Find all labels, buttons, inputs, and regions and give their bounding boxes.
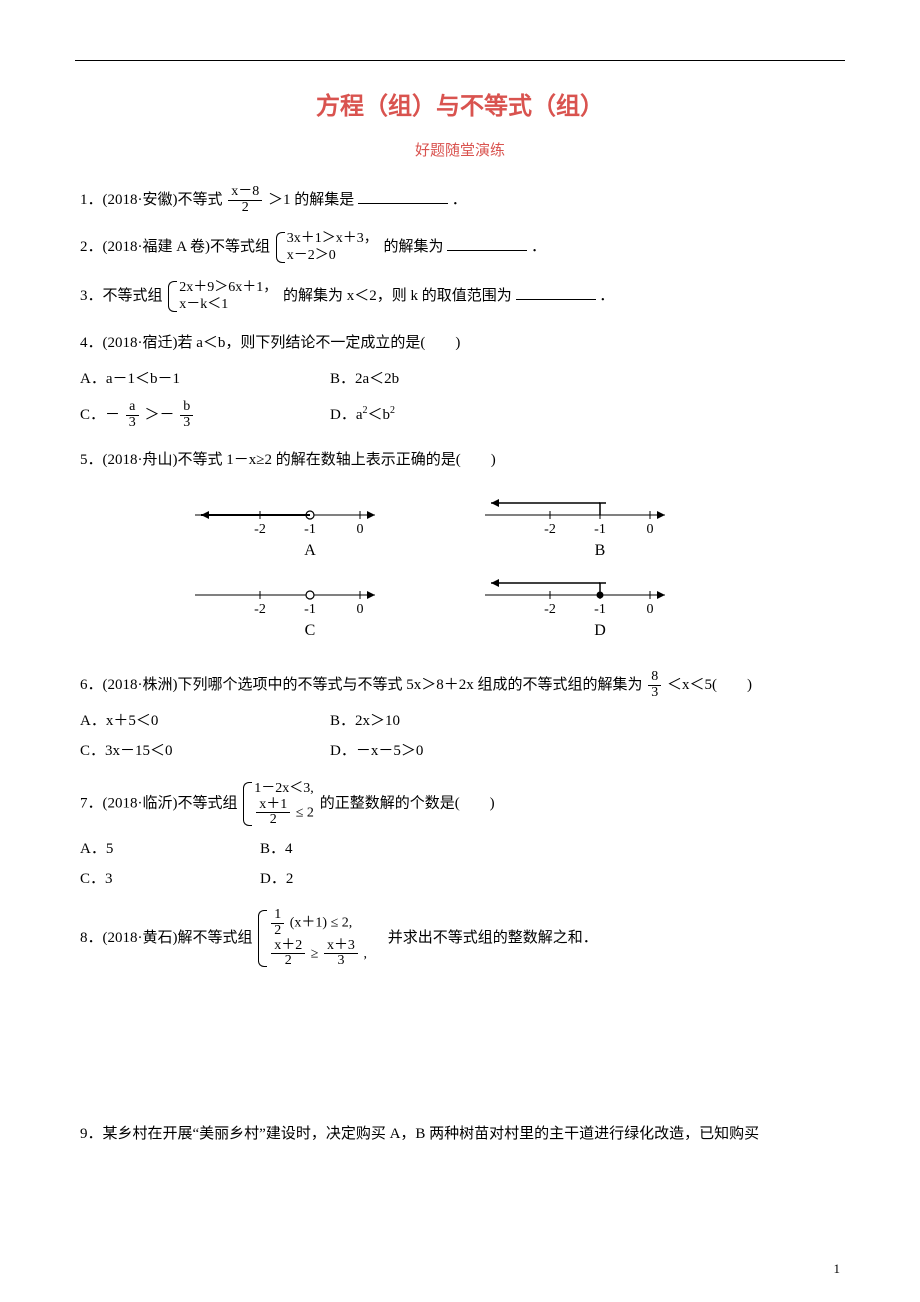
- q7-suffix: 的正整数解的个数是( ): [320, 796, 495, 812]
- q6-prefix: 6．(2018·株洲)下列哪个选项中的不等式与不等式 5x＞8＋2x 组成的不等…: [80, 677, 643, 693]
- svg-text:B: B: [595, 542, 606, 559]
- q5-stem: 5．(2018·舟山)不等式 1－x≥2 的解在数轴上表示正确的是( ): [80, 445, 840, 475]
- q6-choice-C[interactable]: C．3x－15＜0: [80, 736, 330, 766]
- q7-choice-B[interactable]: B．4: [260, 834, 510, 864]
- svg-text:-2: -2: [254, 602, 266, 617]
- page-number: 1: [834, 1261, 841, 1277]
- q7-prefix: 7．(2018·临沂)不等式组: [80, 796, 238, 812]
- q4-choice-C[interactable]: C．－ a3 ＞－ b3: [80, 400, 330, 431]
- question-9: 9．某乡村在开展“美丽乡村”建设时，决定购买 A，B 两种树苗对村里的主干道进行…: [80, 1119, 840, 1149]
- svg-text:-2: -2: [254, 522, 266, 537]
- q4-choice-B[interactable]: B．2a＜2b: [330, 364, 580, 394]
- q7-choice-A[interactable]: A．5: [80, 834, 260, 864]
- svg-text:-1: -1: [594, 522, 606, 537]
- q1-fraction: x－8 2: [228, 185, 262, 215]
- svg-text:0: 0: [647, 522, 654, 537]
- q2-prefix: 2．(2018·福建 A 卷)不等式组: [80, 239, 270, 255]
- q2-end: ．: [531, 239, 546, 255]
- q5-diagram: -2 -1 0 A -2 -1 0 B -2 -1 0 C -2 -1 0 D: [80, 490, 840, 650]
- page-title: 方程（组）与不等式（组）: [80, 86, 840, 121]
- q2-system: 3x＋1＞x＋3， x－2＞0: [276, 230, 378, 265]
- question-3: 3．不等式组 2x＋9＞6x＋1， x－k＜1 的解集为 x＜2，则 k 的取值…: [80, 279, 840, 314]
- q3-prefix: 3．不等式组: [80, 288, 163, 304]
- q4-choice-D[interactable]: D．a2＜b2: [330, 400, 580, 431]
- q7-choice-C[interactable]: C．3: [80, 864, 260, 894]
- svg-text:-1: -1: [594, 602, 606, 617]
- question-7: 7．(2018·临沂)不等式组 1－2x＜3, x＋12 ≤ 2 的正整数解的个…: [80, 780, 840, 894]
- q1-end: ．: [452, 192, 467, 208]
- question-4: 4．(2018·宿迁)若 a＜b，则下列结论不一定成立的是( ) A．a－1＜b…: [80, 328, 840, 431]
- q8-system: 12 (x＋1) ≤ 2, x＋22 ≥ x＋33 ,: [258, 908, 367, 969]
- svg-text:-1: -1: [304, 522, 316, 537]
- q9-text: 9．某乡村在开展“美丽乡村”建设时，决定购买 A，B 两种树苗对村里的主干道进行…: [80, 1126, 759, 1142]
- q4-choice-A[interactable]: A．a－1＜b－1: [80, 364, 330, 394]
- svg-text:0: 0: [357, 522, 364, 537]
- q6-suffix: ＜x＜5( ): [667, 677, 752, 693]
- svg-text:-1: -1: [304, 602, 316, 617]
- q7-system: 1－2x＜3, x＋12 ≤ 2: [243, 780, 314, 828]
- q2-blank[interactable]: [447, 236, 527, 251]
- q6-fraction: 8 3: [648, 670, 661, 700]
- svg-text:A: A: [304, 542, 316, 559]
- q4-stem: 4．(2018·宿迁)若 a＜b，则下列结论不一定成立的是( ): [80, 328, 840, 358]
- svg-text:-2: -2: [544, 602, 556, 617]
- q2-suffix: 的解集为: [384, 239, 444, 255]
- question-6: 6．(2018·株洲)下列哪个选项中的不等式与不等式 5x＞8＋2x 组成的不等…: [80, 670, 840, 767]
- page-subtitle: 好题随堂演练: [80, 139, 840, 160]
- q3-system: 2x＋9＞6x＋1， x－k＜1: [168, 279, 277, 314]
- q6-choice-B[interactable]: B．2x＞10: [330, 706, 580, 736]
- svg-text:0: 0: [357, 602, 364, 617]
- q3-blank[interactable]: [516, 285, 596, 300]
- q3-suffix: 的解集为 x＜2，则 k 的取值范围为: [283, 288, 512, 304]
- question-1: 1．(2018·安徽)不等式 x－8 2 ＞1 的解集是 ．: [80, 185, 840, 216]
- question-8: 8．(2018·黄石)解不等式组 12 (x＋1) ≤ 2, x＋22 ≥ x＋…: [80, 908, 840, 969]
- q8-suffix: 并求出不等式组的整数解之和．: [373, 930, 598, 946]
- q3-end: ．: [599, 288, 614, 304]
- svg-text:0: 0: [647, 602, 654, 617]
- q6-choice-A[interactable]: A．x＋5＜0: [80, 706, 330, 736]
- q7-choice-D[interactable]: D．2: [260, 864, 510, 894]
- question-5: 5．(2018·舟山)不等式 1－x≥2 的解在数轴上表示正确的是( ) -2-…: [80, 445, 840, 650]
- svg-text:C: C: [305, 622, 316, 639]
- q1-suffix: ＞1 的解集是: [268, 192, 354, 208]
- svg-text:-2: -2: [544, 522, 556, 537]
- question-2: 2．(2018·福建 A 卷)不等式组 3x＋1＞x＋3， x－2＞0 的解集为…: [80, 230, 840, 265]
- q1-blank[interactable]: [358, 189, 448, 204]
- q1-prefix: 1．(2018·安徽)不等式: [80, 192, 223, 208]
- q8-prefix: 8．(2018·黄石)解不等式组: [80, 930, 253, 946]
- q6-choice-D[interactable]: D．－x－5＞0: [330, 736, 580, 766]
- svg-text:D: D: [594, 622, 606, 639]
